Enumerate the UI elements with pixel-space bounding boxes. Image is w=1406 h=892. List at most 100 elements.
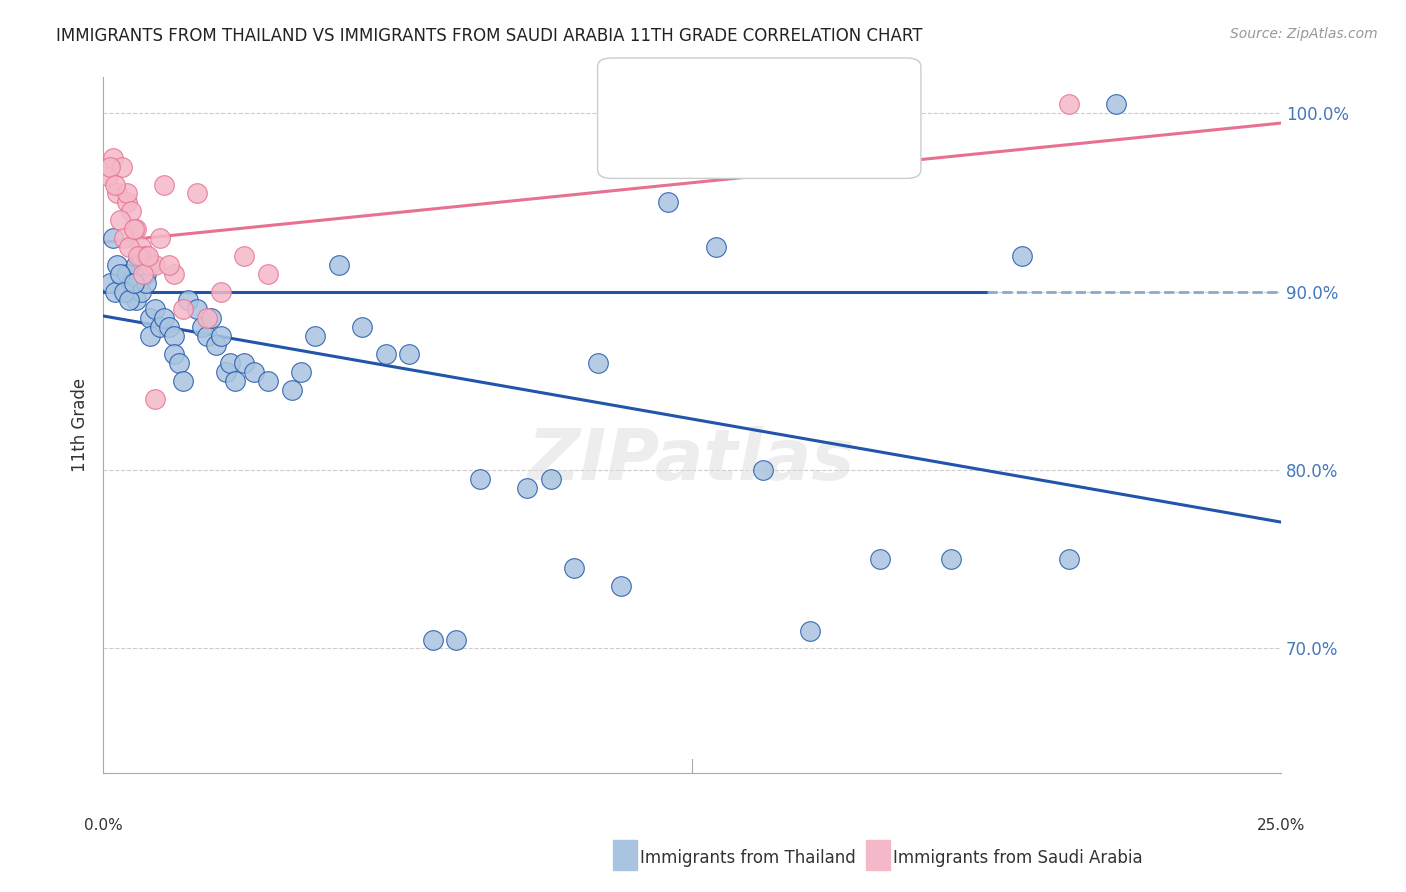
Point — [200, 311, 222, 326]
Text: Immigrants from Thailand: Immigrants from Thailand — [640, 849, 855, 867]
Point — [153, 178, 176, 192]
Point — [125, 258, 148, 272]
Point — [115, 285, 138, 299]
Point — [195, 329, 218, 343]
Point — [118, 240, 141, 254]
Point — [118, 293, 141, 308]
Point — [101, 151, 124, 165]
Point — [136, 249, 159, 263]
Point — [149, 320, 172, 334]
Point — [127, 249, 149, 263]
Point — [224, 374, 246, 388]
Point — [243, 365, 266, 379]
Point — [172, 374, 194, 388]
Point — [139, 329, 162, 343]
Point — [1057, 97, 1080, 112]
Point — [540, 472, 562, 486]
Point — [1057, 552, 1080, 566]
Point — [112, 285, 135, 299]
Point — [98, 160, 121, 174]
Point — [219, 356, 242, 370]
Point — [125, 222, 148, 236]
Point — [129, 240, 152, 254]
Text: IMMIGRANTS FROM THAILAND VS IMMIGRANTS FROM SAUDI ARABIA 11TH GRADE CORRELATION : IMMIGRANTS FROM THAILAND VS IMMIGRANTS F… — [56, 27, 922, 45]
Point — [104, 178, 127, 192]
Point — [516, 481, 538, 495]
Point — [111, 276, 134, 290]
Point — [157, 320, 180, 334]
Point — [122, 222, 145, 236]
Point — [135, 249, 157, 263]
Point — [799, 624, 821, 638]
Point — [112, 231, 135, 245]
Text: Source: ZipAtlas.com: Source: ZipAtlas.com — [1230, 27, 1378, 41]
Point — [105, 186, 128, 201]
Point — [115, 186, 138, 201]
Point — [157, 258, 180, 272]
Point — [105, 258, 128, 272]
Text: 25.0%: 25.0% — [1257, 818, 1305, 833]
Point — [135, 267, 157, 281]
Point — [186, 302, 208, 317]
Point — [586, 356, 609, 370]
Point — [132, 267, 155, 281]
Point — [163, 267, 186, 281]
Point — [233, 249, 256, 263]
Point — [751, 463, 773, 477]
Point — [352, 320, 374, 334]
Point — [191, 320, 214, 334]
Point — [108, 213, 131, 227]
Point — [205, 338, 228, 352]
Point — [233, 356, 256, 370]
Point — [122, 276, 145, 290]
Point — [97, 169, 120, 183]
Point — [704, 240, 727, 254]
Point — [328, 258, 350, 272]
Point — [101, 231, 124, 245]
Point — [149, 231, 172, 245]
Point — [163, 329, 186, 343]
Point — [120, 204, 142, 219]
Point — [125, 293, 148, 308]
Point — [941, 552, 963, 566]
Point — [209, 285, 232, 299]
Point — [139, 311, 162, 326]
Point — [422, 632, 444, 647]
Point — [257, 374, 280, 388]
Point — [115, 195, 138, 210]
Point — [143, 392, 166, 406]
Point — [108, 267, 131, 281]
Point — [209, 329, 232, 343]
Point — [1105, 97, 1128, 112]
Point — [177, 293, 200, 308]
Point — [610, 579, 633, 593]
Point — [1011, 249, 1033, 263]
Text: R =  0.215   N = 33: R = 0.215 N = 33 — [647, 123, 838, 141]
Point — [135, 276, 157, 290]
Point — [153, 311, 176, 326]
Text: R = -0.011   N = 65: R = -0.011 N = 65 — [647, 78, 838, 95]
Text: ZIPatlas: ZIPatlas — [529, 425, 856, 495]
Point — [98, 276, 121, 290]
Point — [562, 561, 585, 575]
Point — [446, 632, 468, 647]
Point — [120, 276, 142, 290]
Point — [195, 311, 218, 326]
Point — [304, 329, 326, 343]
Y-axis label: 11th Grade: 11th Grade — [72, 378, 89, 473]
Point — [657, 195, 679, 210]
Point — [167, 356, 190, 370]
Point — [111, 160, 134, 174]
Point — [869, 552, 891, 566]
Point — [163, 347, 186, 361]
Point — [139, 258, 162, 272]
Point — [143, 302, 166, 317]
Point — [172, 302, 194, 317]
Point — [104, 285, 127, 299]
Point — [129, 249, 152, 263]
Point — [214, 365, 236, 379]
Point — [290, 365, 312, 379]
Point — [398, 347, 420, 361]
Text: 0.0%: 0.0% — [84, 818, 122, 833]
Point — [374, 347, 396, 361]
